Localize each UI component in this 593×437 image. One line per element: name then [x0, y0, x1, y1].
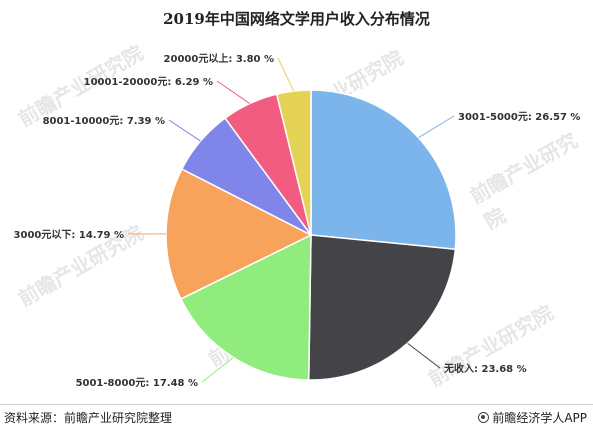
brand-label: 前瞻经济学人APP: [492, 411, 587, 425]
source-note: 资料来源：前瞻产业研究院整理: [4, 411, 173, 425]
pie-slice: [310, 89, 457, 251]
chart-title: 2019年中国网络文学用户收入分布情况: [163, 10, 430, 28]
label-connector: [168, 119, 201, 142]
data-label: 10001-20000元: 6.29 %: [84, 76, 213, 88]
data-label: 5001-8000元: 17.48 %: [76, 377, 198, 389]
pie-slices: [165, 89, 457, 381]
label-connector: [277, 57, 295, 92]
label-connectors: [127, 57, 455, 383]
label-connector: [407, 342, 441, 369]
data-label: 无收入: 23.68 %: [443, 362, 527, 375]
pie-slice: [275, 89, 312, 236]
data-labels: 3001-5000元: 26.57 % 无收入: 23.68 % 5001-8000…: [14, 52, 581, 389]
brand-logo-icon: [478, 412, 490, 423]
data-label: 3000元以下: 14.79 %: [14, 229, 124, 241]
data-label: 3001-5000元: 26.57 %: [458, 111, 580, 123]
label-connector: [216, 80, 251, 104]
label-connector: [418, 115, 455, 139]
data-label: 20000元以上: 3.80 %: [164, 52, 274, 65]
brand: 前瞻经济学人APP: [478, 409, 587, 426]
label-connector: [201, 357, 234, 383]
data-label: 8001-10000元: 7.39 %: [43, 115, 165, 127]
footer-divider: [0, 404, 593, 405]
pie-slice: [307, 234, 457, 381]
